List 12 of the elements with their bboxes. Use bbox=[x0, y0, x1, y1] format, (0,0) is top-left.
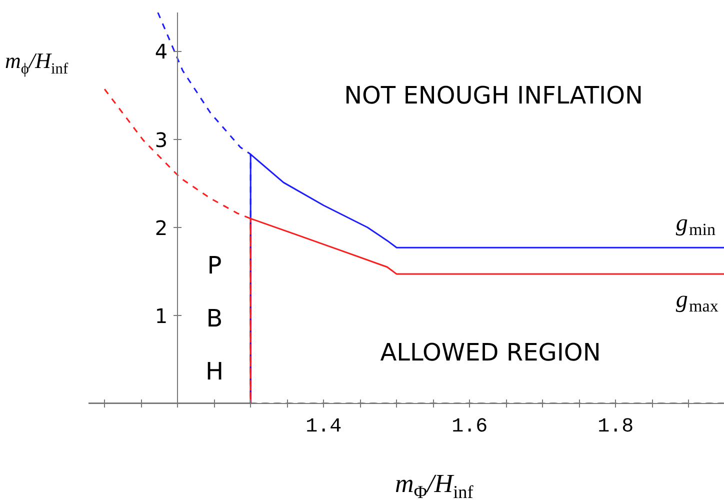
annotation: NOT ENOUGH INFLATION bbox=[344, 82, 643, 110]
x-axis-title: m$_{Φ}$/H$_{inf}$ bbox=[395, 469, 474, 500]
y-axis-title: m$_{ϕ}$/H$_{inf}$ bbox=[5, 48, 68, 78]
x-tick-label: 1.4 bbox=[306, 416, 342, 438]
y-tick-label: 1 bbox=[154, 304, 168, 328]
x-tick-label: 1.8 bbox=[598, 416, 634, 438]
y-tick-label: 3 bbox=[154, 128, 168, 152]
annotation: ALLOWED REGION bbox=[380, 338, 601, 366]
annotation: P B H bbox=[205, 251, 224, 386]
y-tick-label: 2 bbox=[154, 216, 168, 240]
x-tick-label: 1.6 bbox=[452, 416, 488, 438]
y-tick-label: 4 bbox=[154, 40, 168, 64]
